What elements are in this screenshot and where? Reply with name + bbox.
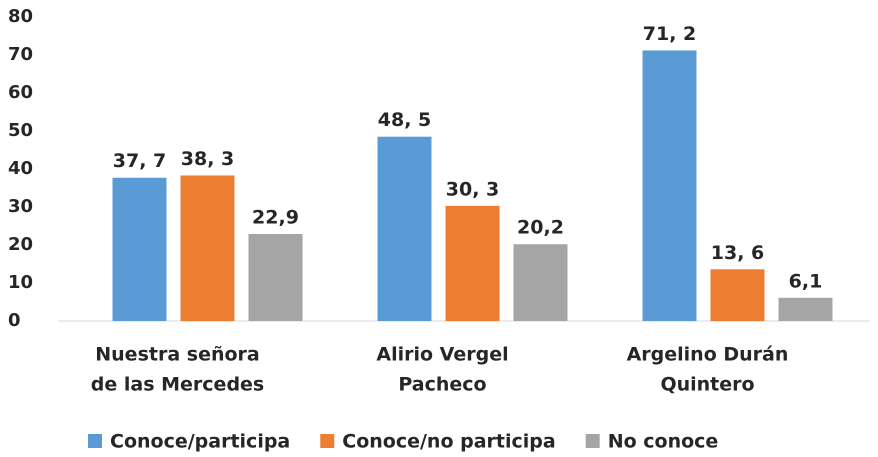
value-label: 20,2 bbox=[517, 217, 564, 239]
y-tick-label: 50 bbox=[8, 120, 33, 141]
legend-label: Conoce/no participa bbox=[342, 431, 555, 453]
y-tick-label: 80 bbox=[8, 6, 33, 27]
bar bbox=[112, 177, 167, 321]
bar bbox=[778, 297, 833, 321]
legend-label: No conoce bbox=[608, 431, 719, 453]
y-tick-label: 60 bbox=[8, 82, 33, 103]
bar bbox=[248, 233, 303, 321]
x-tick-label: Nuestra señora bbox=[95, 344, 259, 366]
legend-swatch bbox=[320, 434, 335, 448]
bar bbox=[513, 244, 568, 321]
y-tick-label: 70 bbox=[8, 44, 33, 65]
value-label: 48, 5 bbox=[378, 109, 432, 131]
bar bbox=[180, 175, 235, 321]
value-label: 30, 3 bbox=[446, 178, 500, 200]
value-label: 13, 6 bbox=[711, 242, 765, 264]
x-tick-label: de las Mercedes bbox=[91, 374, 264, 396]
bar bbox=[642, 50, 697, 321]
bar bbox=[710, 269, 765, 321]
x-tick-label: Quintero bbox=[660, 374, 754, 396]
x-tick-label: Alirio Vergel bbox=[376, 344, 508, 366]
bar bbox=[445, 205, 500, 321]
y-tick-label: 0 bbox=[8, 310, 21, 331]
y-tick-label: 10 bbox=[8, 272, 33, 293]
value-label: 71, 2 bbox=[643, 23, 697, 45]
legend-swatch bbox=[88, 434, 102, 448]
value-label: 22,9 bbox=[252, 206, 299, 228]
x-tick-label: Argelino Durán bbox=[627, 344, 789, 366]
value-label: 6,1 bbox=[789, 270, 823, 292]
y-tick-label: 40 bbox=[8, 158, 33, 179]
legend-label: Conoce/participa bbox=[110, 431, 290, 453]
x-tick-label: Pacheco bbox=[398, 374, 486, 396]
value-label: 37, 7 bbox=[113, 150, 167, 172]
value-label: 38, 3 bbox=[181, 148, 235, 170]
bar bbox=[377, 136, 432, 321]
y-tick-label: 20 bbox=[8, 234, 33, 255]
legend-swatch bbox=[585, 434, 600, 448]
y-tick-label: 30 bbox=[8, 196, 33, 217]
